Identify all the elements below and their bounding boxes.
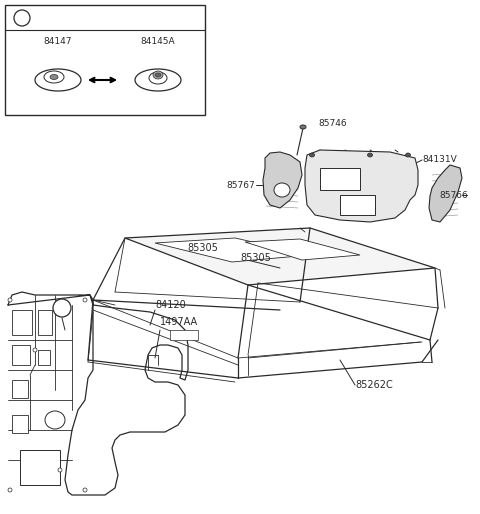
Text: 85262C: 85262C [355, 380, 393, 390]
Ellipse shape [44, 71, 64, 83]
Polygon shape [245, 239, 360, 260]
Bar [12, 345, 30, 365]
Ellipse shape [35, 69, 81, 91]
Bar [12, 380, 28, 398]
Ellipse shape [368, 153, 372, 157]
Ellipse shape [45, 411, 65, 429]
Ellipse shape [406, 153, 410, 157]
Text: 85305: 85305 [240, 253, 271, 263]
Polygon shape [125, 228, 435, 285]
Bar [12, 310, 32, 335]
Ellipse shape [310, 153, 314, 157]
Polygon shape [263, 152, 302, 208]
Text: 85305: 85305 [187, 243, 218, 253]
Bar [20, 450, 60, 485]
Polygon shape [305, 150, 418, 222]
Ellipse shape [153, 71, 163, 79]
Ellipse shape [8, 298, 12, 302]
Ellipse shape [83, 488, 87, 492]
Ellipse shape [50, 75, 58, 80]
Text: 85767: 85767 [226, 180, 255, 190]
Ellipse shape [274, 183, 290, 197]
Ellipse shape [155, 73, 161, 77]
Ellipse shape [8, 488, 12, 492]
Text: 84120: 84120 [155, 300, 186, 310]
Bar [38, 350, 50, 365]
Ellipse shape [135, 69, 181, 91]
Text: 1497AA: 1497AA [160, 317, 198, 327]
Ellipse shape [33, 348, 37, 352]
Text: a: a [19, 13, 25, 23]
Bar [5, 5, 205, 115]
Bar [12, 415, 28, 433]
Circle shape [14, 10, 30, 26]
Text: a: a [59, 303, 65, 313]
Ellipse shape [300, 125, 306, 129]
Text: 85766: 85766 [439, 191, 468, 199]
Text: 85746: 85746 [318, 119, 347, 128]
Bar [340, 195, 375, 215]
Ellipse shape [149, 72, 167, 84]
Text: 84131V: 84131V [422, 156, 457, 164]
Ellipse shape [58, 468, 62, 472]
Polygon shape [155, 238, 310, 262]
Text: 84147: 84147 [44, 38, 72, 46]
Text: 84145A: 84145A [141, 38, 175, 46]
Circle shape [53, 299, 71, 317]
Bar [38, 310, 52, 335]
Ellipse shape [83, 298, 87, 302]
Polygon shape [429, 165, 462, 222]
Bar [320, 168, 360, 190]
Bar [170, 330, 198, 340]
